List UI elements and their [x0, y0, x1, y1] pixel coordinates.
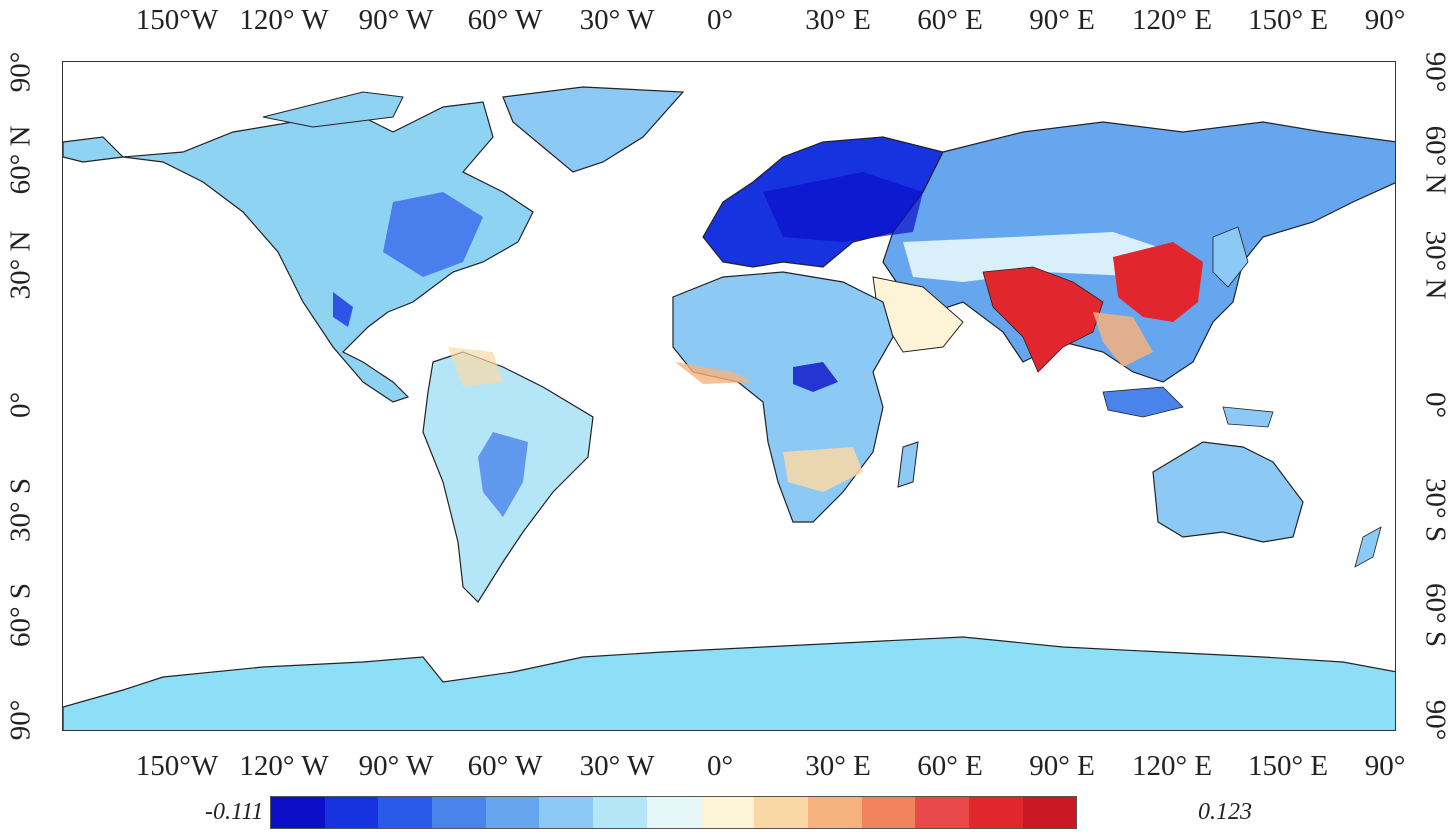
legend-swatch [485, 797, 540, 828]
siberia-dark [763, 172, 923, 242]
legend-swatch [700, 797, 755, 828]
bottom-longitude-tick-label: 30° E [805, 750, 871, 782]
top-longitude-tick-label: 0° [706, 4, 734, 36]
australia [1152, 441, 1304, 543]
legend-swatch [968, 797, 1023, 828]
legend-swatch [324, 797, 379, 828]
legend-min-label: -0.111 [205, 799, 264, 825]
left-latitude-tick-label: 60° S [4, 583, 37, 647]
bottom-longitude-tick-label: 30° W [579, 750, 655, 782]
legend-swatch [861, 797, 916, 828]
color-legend [270, 796, 1078, 829]
top-longitude-tick-label: 30° E [805, 4, 871, 36]
right-latitude-tick-label: 30° N [1419, 230, 1452, 300]
left-latitude-tick-label: 30° N [4, 230, 37, 300]
legend-swatch [271, 797, 325, 828]
antarctica [63, 636, 1395, 730]
bottom-longitude-tick-label: 60° E [917, 750, 983, 782]
bottom-longitude-tick-label: 120° W [239, 750, 329, 782]
map-canvas [63, 86, 1395, 730]
left-latitude-tick-label: 0° [4, 391, 37, 419]
top-longitude-tick-label: 150° E [1247, 4, 1329, 36]
bottom-longitude-tick-label: 90° W [358, 750, 434, 782]
southeast-asia-orange [1093, 312, 1153, 367]
top-longitude-tick-label: 150°W [135, 4, 219, 36]
central-asia-light [903, 232, 1173, 282]
legend-swatch [646, 797, 701, 828]
top-longitude-tick-label: 120° W [239, 4, 329, 36]
south-america-blue [478, 432, 528, 517]
right-latitude-tick-label: 90° [1419, 699, 1452, 741]
bottom-longitude-tick-label: 120° E [1131, 750, 1213, 782]
africa-south-orange [783, 447, 863, 492]
top-longitude-tick-label: 90° W [358, 4, 434, 36]
right-latitude-tick-label: 60° N [1419, 125, 1452, 195]
japan [1212, 226, 1249, 288]
legend-swatch [539, 797, 594, 828]
greenland [502, 86, 685, 173]
right-latitude-tick-label: 0° [1419, 391, 1452, 419]
south-america-north-orange [448, 347, 503, 387]
top-longitude-tick-label: 30° W [579, 4, 655, 36]
new-zealand [1354, 526, 1382, 568]
top-longitude-tick-label: 90° [1364, 4, 1406, 36]
left-latitude-tick-label: 30° S [4, 478, 37, 542]
africa-dark-blue [793, 362, 838, 392]
madagascar [897, 441, 919, 488]
right-latitude-tick-label: 90° [1419, 51, 1452, 93]
legend-swatch [378, 797, 433, 828]
bottom-longitude-tick-label: 90° E [1029, 750, 1095, 782]
africa [672, 271, 894, 523]
left-latitude-tick-label: 90° [4, 51, 37, 93]
top-longitude-tick-label: 60° W [467, 4, 543, 36]
legend-swatch [1022, 797, 1077, 828]
right-latitude-tick-label: 60° S [1419, 583, 1452, 647]
bottom-longitude-tick-label: 150°W [135, 750, 219, 782]
bottom-longitude-tick-label: 0° [706, 750, 734, 782]
north-america-east-dark [383, 192, 483, 277]
legend-swatch [593, 797, 647, 828]
right-latitude-tick-label: 30° S [1419, 478, 1452, 542]
left-latitude-tick-label: 90° [4, 699, 37, 741]
top-longitude-tick-label: 60° E [917, 4, 983, 36]
legend-swatch [432, 797, 486, 828]
left-latitude-tick-label: 60° N [4, 125, 37, 195]
world-map [62, 61, 1396, 731]
mexico-dark [333, 292, 353, 327]
bottom-longitude-tick-label: 60° W [467, 750, 543, 782]
legend-max-label: 0.123 [1198, 799, 1252, 825]
bottom-longitude-tick-label: 90° [1364, 750, 1406, 782]
indonesia [1102, 386, 1184, 418]
south-asia-red [982, 266, 1104, 373]
legend-swatch [915, 797, 969, 828]
west-africa-orange [675, 362, 753, 384]
legend-swatch [807, 797, 862, 828]
china-red [1113, 242, 1203, 322]
bottom-longitude-tick-label: 150° E [1247, 750, 1329, 782]
canada-arctic [262, 91, 404, 128]
new-guinea [1222, 406, 1274, 428]
legend-swatch [754, 797, 808, 828]
top-longitude-tick-label: 120° E [1131, 4, 1213, 36]
top-longitude-tick-label: 90° E [1029, 4, 1095, 36]
